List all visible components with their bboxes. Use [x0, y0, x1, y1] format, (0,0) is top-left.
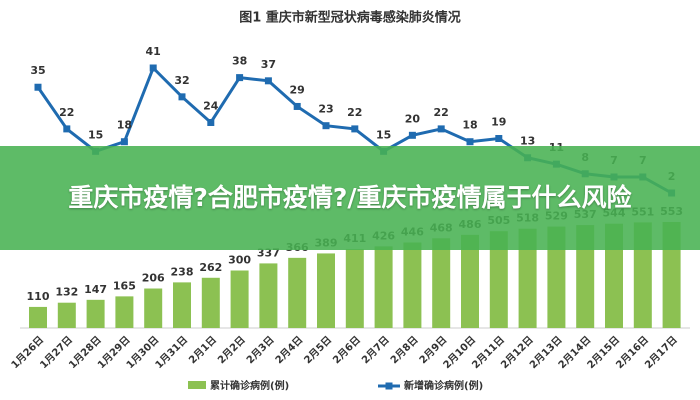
line-label: 13 [520, 135, 535, 148]
bar-label: 165 [113, 279, 136, 292]
legend-label: 新增确诊病例(例) [404, 379, 483, 392]
bar [374, 246, 393, 328]
line-marker [149, 64, 157, 72]
bar-label: 132 [55, 286, 78, 299]
line-marker [236, 74, 244, 82]
bar [57, 302, 76, 328]
line-label: 22 [347, 106, 362, 119]
x-tick-label: 2月8日 [388, 334, 420, 366]
legend-swatch [385, 382, 393, 390]
bar-label: 110 [27, 290, 50, 303]
bar-label: 262 [199, 261, 222, 274]
legend-swatch [188, 381, 206, 389]
line-marker [293, 102, 301, 110]
line-label: 22 [59, 106, 74, 119]
line-label: 23 [318, 103, 333, 116]
line-label: 22 [434, 106, 449, 119]
line-marker [437, 125, 445, 133]
bar-label: 238 [171, 265, 194, 278]
line-marker [178, 93, 186, 101]
line-marker [495, 135, 503, 143]
bar [288, 257, 307, 328]
x-tick-label: 2月6日 [331, 334, 363, 366]
bar [86, 299, 105, 328]
bar [547, 226, 566, 328]
line-label: 24 [203, 99, 219, 112]
x-tick-label: 2月3日 [244, 334, 276, 366]
line-label: 32 [174, 74, 189, 87]
bar [576, 225, 595, 328]
line-label: 19 [491, 116, 506, 129]
bar [230, 270, 249, 328]
line-label: 15 [88, 128, 103, 141]
bar-label: 206 [142, 272, 165, 285]
bar [345, 249, 364, 328]
bar-label: 147 [84, 283, 107, 296]
line-marker [408, 131, 416, 139]
line-label: 18 [117, 119, 132, 132]
bar [173, 282, 191, 328]
bar-label: 300 [228, 253, 251, 266]
line-marker [34, 83, 42, 91]
line-marker [63, 125, 71, 133]
banner: 重庆市疫情?合肥市疫情?/重庆市疫情属于什么风险 [0, 146, 700, 250]
line-label: 38 [232, 55, 247, 68]
bar [403, 242, 422, 328]
line-label: 29 [290, 83, 305, 96]
line-label: 20 [405, 112, 421, 125]
line-label: 15 [376, 128, 391, 141]
line-label: 37 [261, 58, 276, 71]
banner-text: 重庆市疫情?合肥市疫情?/重庆市疫情属于什么风险 [68, 183, 632, 212]
line-marker [466, 138, 474, 146]
bar [461, 234, 479, 328]
line-marker [120, 138, 128, 146]
line-label: 35 [30, 64, 45, 77]
x-tick-label: 2月7日 [359, 334, 391, 366]
x-tick-label: 2月1日 [187, 334, 219, 366]
bar [489, 231, 508, 328]
line-label: 18 [462, 119, 477, 132]
bar [259, 263, 278, 328]
bar [144, 288, 163, 328]
x-tick-label: 2月4日 [273, 334, 305, 366]
bar [29, 306, 47, 328]
line-marker [322, 122, 330, 130]
line-label: 41 [146, 45, 161, 58]
bar [432, 238, 451, 328]
bar [115, 296, 134, 328]
line-marker [207, 118, 215, 126]
line-marker [264, 77, 272, 85]
x-tick-label: 2月2日 [215, 334, 247, 366]
bar [201, 277, 220, 328]
x-tick-label: 2月5日 [302, 334, 334, 366]
bar [317, 253, 335, 328]
chart-title: 图1 重庆市新型冠状病毒感染肺炎情况 [239, 10, 461, 26]
line-marker [351, 125, 359, 133]
bar [518, 228, 537, 328]
legend-label: 累计确诊病例(例) [210, 379, 289, 392]
